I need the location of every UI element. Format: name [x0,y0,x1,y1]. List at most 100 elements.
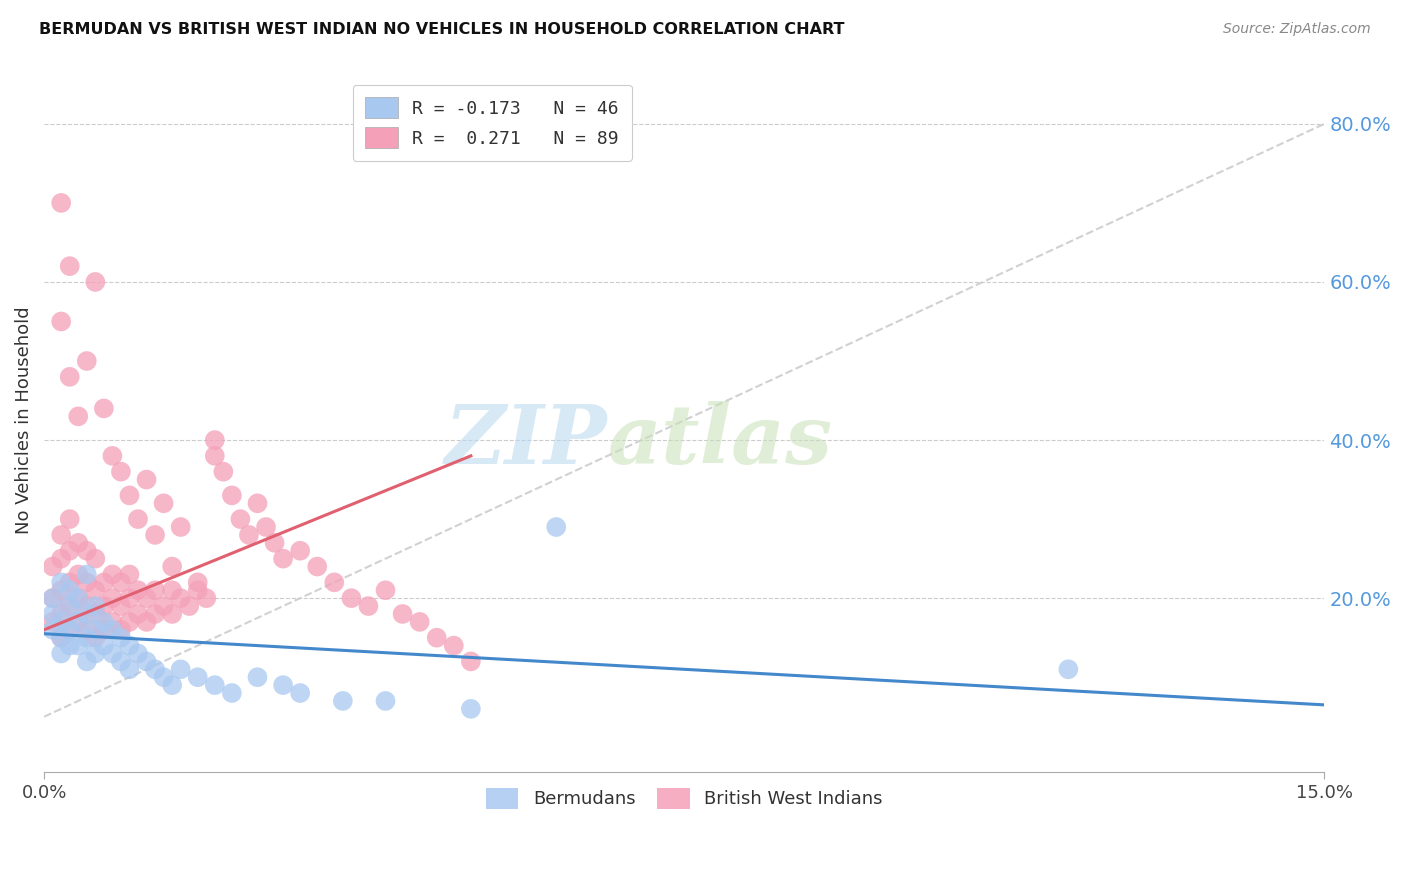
Point [160,607,183,621]
Point [204,678,226,692]
Point [332,694,354,708]
Point [118,639,141,653]
Point [110,465,132,479]
Point [93,575,115,590]
Point [51,575,73,590]
Point [118,591,141,606]
Point [187,583,209,598]
Point [204,433,226,447]
Point [288,686,311,700]
Point [76,354,98,368]
Point [59,639,82,653]
Text: BERMUDAN VS BRITISH WEST INDIAN NO VEHICLES IN HOUSEHOLD CORRELATION CHART: BERMUDAN VS BRITISH WEST INDIAN NO VEHIC… [39,22,845,37]
Point [271,678,294,692]
Point [93,639,115,653]
Point [221,488,243,502]
Point [170,591,193,606]
Point [160,559,183,574]
Point [51,647,73,661]
Point [110,654,132,668]
Point [93,623,115,637]
Point [135,591,157,606]
Point [51,631,73,645]
Point [135,615,157,629]
Point [110,623,132,637]
Point [110,631,132,645]
Point [76,607,98,621]
Point [152,599,174,613]
Point [127,647,149,661]
Point [41,615,63,629]
Point [118,567,141,582]
Point [357,599,380,613]
Point [67,591,90,606]
Point [84,647,107,661]
Point [246,670,269,684]
Point [59,575,82,590]
Point [84,275,107,289]
Point [51,195,73,210]
Point [101,615,124,629]
Point [59,369,82,384]
Point [59,623,82,637]
Point [143,607,166,621]
Point [443,639,465,653]
Point [374,583,396,598]
Point [84,583,107,598]
Y-axis label: No Vehicles in Household: No Vehicles in Household [15,307,32,534]
Point [143,528,166,542]
Point [51,631,73,645]
Point [546,520,568,534]
Point [84,623,107,637]
Point [84,631,107,645]
Point [408,615,430,629]
Point [118,488,141,502]
Point [170,662,193,676]
Point [41,623,63,637]
Point [160,678,183,692]
Point [41,607,63,621]
Point [101,591,124,606]
Point [67,639,90,653]
Point [76,543,98,558]
Point [76,575,98,590]
Point [67,615,90,629]
Point [41,591,63,606]
Point [84,607,107,621]
Point [76,631,98,645]
Point [143,662,166,676]
Point [307,559,329,574]
Point [59,512,82,526]
Point [93,401,115,416]
Point [59,543,82,558]
Point [323,575,346,590]
Point [93,615,115,629]
Point [110,575,132,590]
Point [460,654,482,668]
Text: ZIP: ZIP [444,401,607,482]
Point [59,599,82,613]
Point [59,599,82,613]
Point [127,583,149,598]
Point [135,473,157,487]
Point [67,591,90,606]
Point [127,607,149,621]
Point [1057,662,1080,676]
Point [340,591,363,606]
Point [51,607,73,621]
Point [460,702,482,716]
Text: Source: ZipAtlas.com: Source: ZipAtlas.com [1223,22,1371,37]
Point [391,607,413,621]
Point [59,623,82,637]
Point [76,623,98,637]
Point [101,567,124,582]
Point [67,615,90,629]
Point [51,583,73,598]
Point [221,686,243,700]
Point [118,615,141,629]
Point [93,599,115,613]
Point [152,496,174,510]
Point [246,496,269,510]
Point [187,670,209,684]
Point [51,528,73,542]
